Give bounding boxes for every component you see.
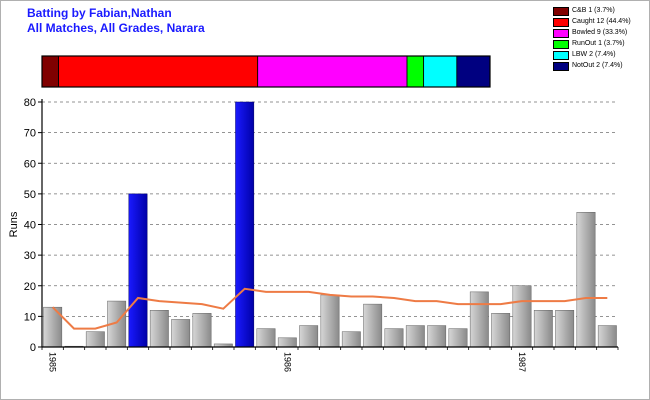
chart-title-line-1: Batting by Fabian,Nathan: [27, 6, 172, 20]
bar-not-out: [128, 193, 148, 348]
legend-label-lbw: LBW 2 (7.4%): [572, 51, 616, 58]
bar-out: [469, 291, 489, 348]
y-tick-label: 20: [24, 281, 36, 293]
bar-out: [512, 285, 532, 348]
y-tick-label: 60: [24, 158, 36, 170]
y-tick-label: 10: [24, 311, 36, 323]
y-tick-label: 80: [24, 97, 36, 109]
legend-label-runout: RunOut 1 (3.7%): [572, 40, 625, 47]
legend-swatch-lbw: [553, 51, 569, 60]
bar-out: [555, 310, 575, 348]
bar-out: [320, 294, 340, 348]
legend-swatch-runout: [553, 40, 569, 49]
bar-out: [448, 328, 468, 348]
bar-out: [597, 325, 617, 348]
legend-swatch-cb: [553, 7, 569, 16]
y-axis-label: Runs: [8, 211, 20, 237]
legend-swatch-caught: [553, 18, 569, 27]
bar-out: [299, 325, 319, 348]
x-tick-label: 1987: [517, 352, 527, 372]
bar-out: [405, 325, 425, 348]
y-tick-label: 30: [24, 250, 36, 262]
x-tick-label: 1985: [48, 352, 58, 372]
bar-out: [427, 325, 447, 348]
bar-out: [277, 337, 297, 348]
y-tick-label: 0: [30, 342, 36, 354]
bar-not-out: [235, 101, 255, 348]
chart-title-line-2: All Matches, All Grades, Narara: [27, 21, 205, 35]
bar-out: [341, 331, 361, 348]
legend-label-caught: Caught 12 (44.4%): [572, 18, 631, 25]
bar-out: [384, 328, 404, 348]
bar-out: [363, 303, 383, 348]
bar-out: [256, 328, 276, 348]
bar-out: [85, 331, 105, 348]
y-tick-label: 70: [24, 128, 36, 140]
bar-out: [192, 313, 212, 348]
bar-out: [576, 212, 596, 348]
legend-label-notout: NotOut 2 (7.4%): [572, 62, 623, 69]
legend-label-cb: C&B 1 (3.7%): [572, 7, 615, 14]
y-tick-label: 40: [24, 220, 36, 232]
legend-swatch-bowled: [553, 29, 569, 38]
y-tick-label: 50: [24, 189, 36, 201]
average-line: [51, 287, 608, 330]
bar-out: [491, 313, 511, 348]
legend-swatch-notout: [553, 62, 569, 71]
legend-label-bowled: Bowled 9 (33.3%): [572, 29, 628, 36]
bar-out: [149, 310, 169, 348]
x-tick-label: 1986: [282, 352, 292, 372]
bar-out: [533, 310, 553, 348]
bar-out: [171, 319, 191, 348]
